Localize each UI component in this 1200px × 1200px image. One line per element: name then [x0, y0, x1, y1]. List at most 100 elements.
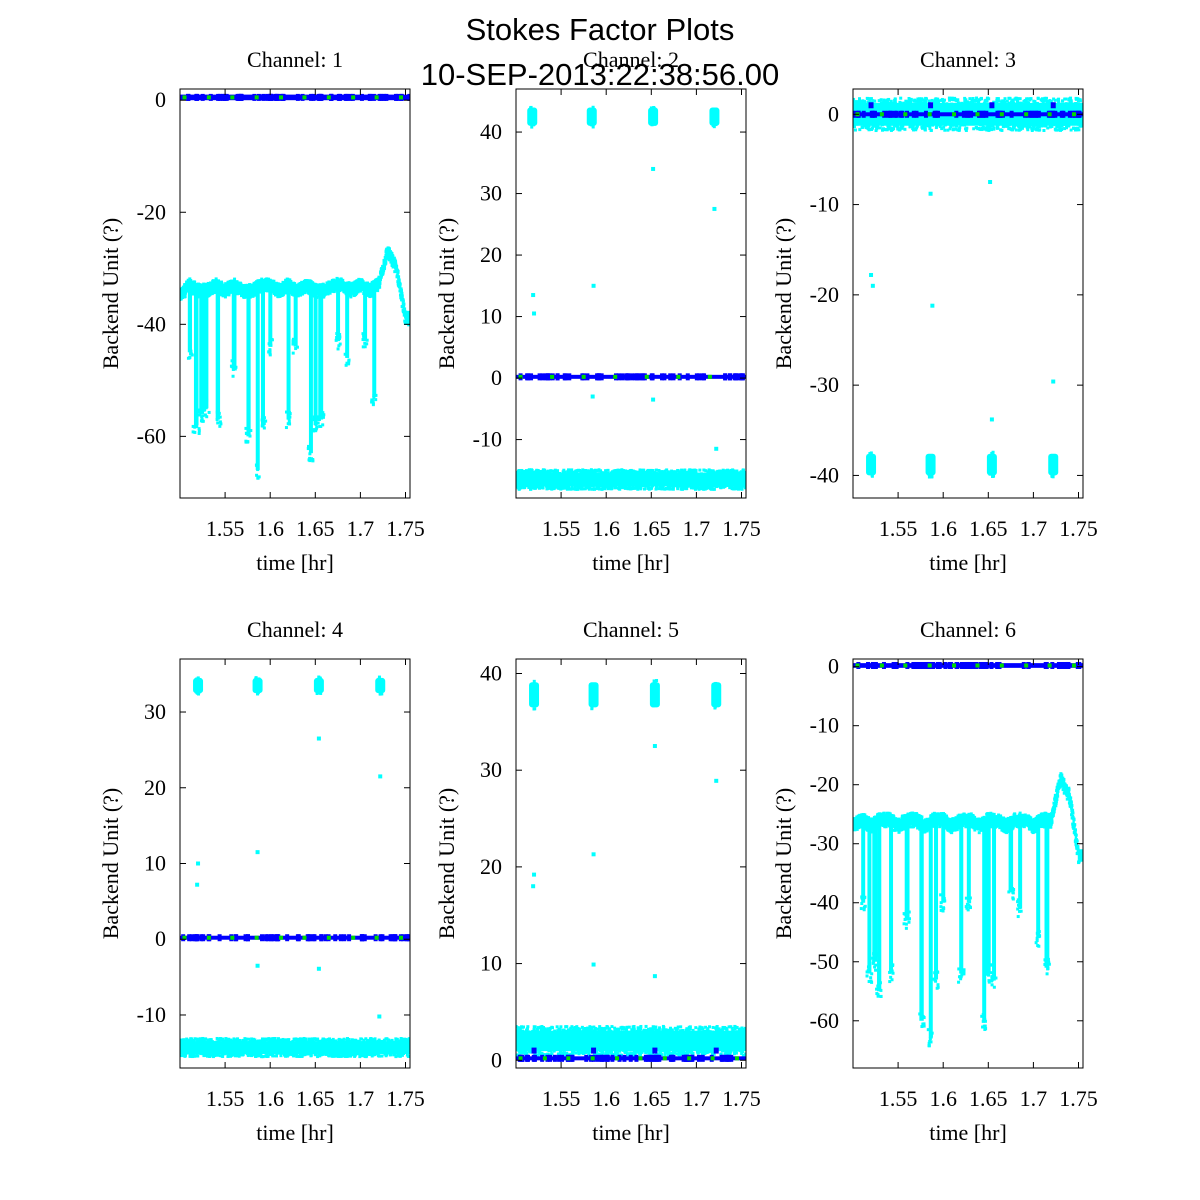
- marker-point: [206, 95, 211, 100]
- band-point: [889, 99, 893, 103]
- line-point: [555, 373, 560, 381]
- band-point: [924, 100, 928, 104]
- band-point: [296, 294, 300, 298]
- dip-point: [336, 285, 341, 342]
- band-point: [698, 468, 702, 472]
- band-point: [204, 282, 208, 286]
- band-point: [565, 487, 569, 491]
- band-point: [893, 97, 897, 101]
- band-point: [893, 101, 897, 105]
- band-point: [930, 98, 934, 102]
- band-point: [1018, 97, 1022, 101]
- dip-point: [218, 420, 222, 424]
- cluster-point: [711, 109, 715, 113]
- band-point: [892, 127, 896, 131]
- dip-point: [204, 406, 208, 410]
- line-point: [394, 93, 399, 101]
- band-point: [941, 100, 945, 104]
- dip-point: [267, 342, 271, 346]
- dip-point: [249, 429, 253, 433]
- dip-point: [207, 410, 211, 414]
- band-point: [988, 125, 992, 129]
- band-point: [1017, 125, 1021, 129]
- band-point: [681, 487, 685, 491]
- dip-point: [254, 463, 258, 467]
- y-tick-label: -40: [137, 311, 166, 336]
- band-point: [590, 487, 594, 491]
- band-point: [906, 100, 910, 104]
- dip-point: [370, 400, 374, 404]
- outlier-point: [714, 446, 719, 451]
- dip-point: [307, 458, 311, 462]
- band-point: [581, 487, 585, 491]
- band-point: [942, 98, 946, 102]
- dip-point: [244, 431, 248, 435]
- band-point: [606, 468, 610, 472]
- band-point: [887, 125, 891, 129]
- band-point: [986, 127, 990, 131]
- band-point: [703, 487, 707, 491]
- band-point: [272, 279, 276, 283]
- dip-point: [312, 429, 316, 433]
- band-point: [266, 289, 270, 293]
- cluster-point: [649, 106, 653, 110]
- outlier-point: [531, 293, 536, 298]
- line-point: [329, 93, 334, 101]
- band-point: [871, 99, 875, 103]
- dip-point: [201, 406, 205, 410]
- dip-point: [314, 429, 318, 433]
- dip-point: [205, 398, 209, 402]
- band-point: [593, 487, 597, 491]
- line-point: [384, 93, 389, 101]
- band-point: [732, 469, 736, 473]
- series-dips: [186, 285, 378, 480]
- band-point: [676, 487, 680, 491]
- band-point: [1011, 98, 1015, 102]
- band-point: [1020, 126, 1024, 130]
- dip-point: [314, 427, 318, 431]
- dip-point: [334, 338, 338, 342]
- dip-point: [363, 341, 367, 345]
- dip-point: [260, 421, 264, 425]
- band-point: [698, 487, 702, 491]
- band-point: [595, 486, 599, 490]
- figure-title: Stokes Factor Plots: [465, 12, 735, 47]
- band-point: [286, 277, 290, 281]
- band-point: [923, 126, 927, 130]
- band-point: [879, 98, 883, 102]
- figure-subtitle: 10-SEP-2013:22:38:56.00: [420, 57, 780, 92]
- line-point: [265, 93, 270, 101]
- band-point: [657, 487, 661, 491]
- band-point: [288, 278, 292, 282]
- line-point: [650, 373, 655, 381]
- cluster-point: [712, 113, 716, 117]
- marker-point: [326, 95, 331, 100]
- dip-point: [371, 401, 375, 405]
- dip-point: [361, 345, 365, 349]
- band-point: [683, 469, 687, 473]
- band-point: [550, 487, 554, 491]
- band-point: [589, 468, 593, 472]
- band-point: [870, 126, 874, 130]
- x-tick-label: 1.55: [206, 516, 245, 541]
- dip-point: [268, 352, 272, 356]
- marker-point: [254, 95, 259, 100]
- dip-point: [193, 289, 199, 426]
- line-point: [345, 93, 350, 101]
- band-point: [985, 99, 989, 103]
- outlier-point: [651, 166, 656, 171]
- dip-point: [370, 398, 374, 402]
- band-point: [520, 469, 524, 473]
- band-point: [972, 127, 976, 131]
- dip-point: [264, 419, 268, 423]
- band-point: [861, 99, 865, 103]
- marker-point: [398, 95, 403, 100]
- band-point: [903, 127, 907, 131]
- dip-point: [286, 285, 291, 420]
- line-point: [694, 373, 699, 381]
- band-point: [637, 485, 641, 489]
- cluster-point: [714, 107, 718, 111]
- dip-point: [217, 411, 221, 415]
- dip-point: [199, 419, 203, 423]
- cluster-point: [713, 115, 717, 119]
